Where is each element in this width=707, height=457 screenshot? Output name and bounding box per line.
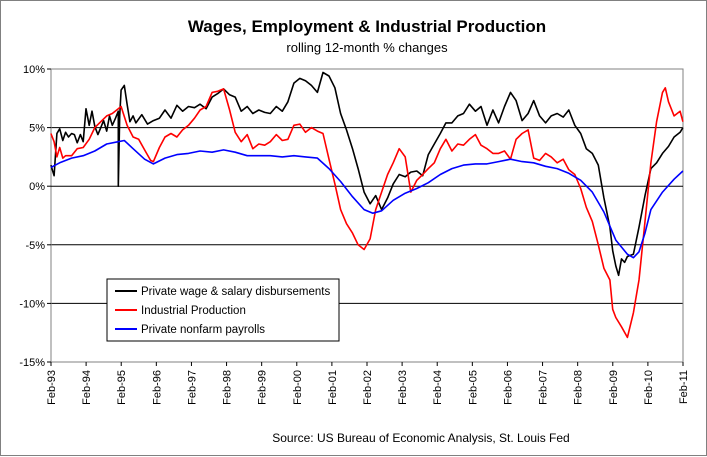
- legend-label-payrolls: Private nonfarm payrolls: [141, 324, 265, 336]
- x-tick-label: Feb-06: [502, 370, 514, 405]
- y-axis-ticks: 10% 5% 0% -5% -10% -15%: [19, 64, 51, 369]
- x-tick-label: Feb-11: [678, 370, 690, 404]
- x-tick-label: Feb-09: [608, 370, 620, 405]
- x-tick-label: Feb-95: [116, 370, 128, 405]
- x-tick-label: Feb-04: [432, 370, 444, 405]
- x-axis-ticks: Feb-93 Feb-94 Feb-95 Feb-96 Feb-97 Feb-98 Feb-…: [46, 362, 690, 405]
- x-tick-label: Feb-05: [467, 370, 479, 405]
- x-tick-label: Feb-94: [81, 370, 93, 405]
- x-tick-label: Feb-93: [46, 370, 58, 405]
- y-tick-label: 0%: [29, 181, 45, 193]
- y-tick-label: 10%: [23, 64, 45, 76]
- legend-box: [106, 278, 340, 342]
- y-tick-label: -5%: [25, 240, 45, 252]
- x-tick-label: Feb-03: [397, 370, 409, 405]
- y-tick-label: -10%: [19, 298, 45, 310]
- series-line-industrial: [50, 87, 684, 339]
- x-tick-label: Feb-02: [362, 370, 374, 405]
- legend-label-industrial: Industrial Production: [141, 305, 246, 317]
- y-tick-label: -15%: [19, 357, 45, 369]
- legend: Private wage & salary disbursements Indu…: [106, 278, 340, 342]
- x-tick-label: Feb-99: [257, 370, 269, 405]
- x-tick-label: Feb-07: [538, 370, 550, 405]
- x-tick-label: Feb-10: [643, 370, 655, 405]
- x-tick-label: Feb-08: [573, 370, 585, 405]
- series-lines: [50, 71, 684, 339]
- series-line-payrolls: [50, 139, 684, 259]
- x-tick-label: Feb-01: [327, 370, 339, 405]
- grid: [51, 127, 683, 304]
- x-tick-label: Feb-96: [151, 370, 163, 405]
- x-tick-label: Feb-00: [292, 370, 304, 405]
- source-note: Source: US Bureau of Economic Analysis, …: [272, 431, 569, 445]
- chart-subtitle: rolling 12-month % changes: [286, 40, 448, 55]
- series-line-wages: [50, 71, 684, 277]
- chart-title: Wages, Employment & Industrial Productio…: [188, 17, 546, 36]
- legend-label-wages: Private wage & salary disbursements: [141, 286, 330, 298]
- x-tick-label: Feb-97: [186, 370, 198, 405]
- y-tick-label: 5%: [29, 123, 45, 135]
- x-tick-label: Feb-98: [222, 370, 234, 405]
